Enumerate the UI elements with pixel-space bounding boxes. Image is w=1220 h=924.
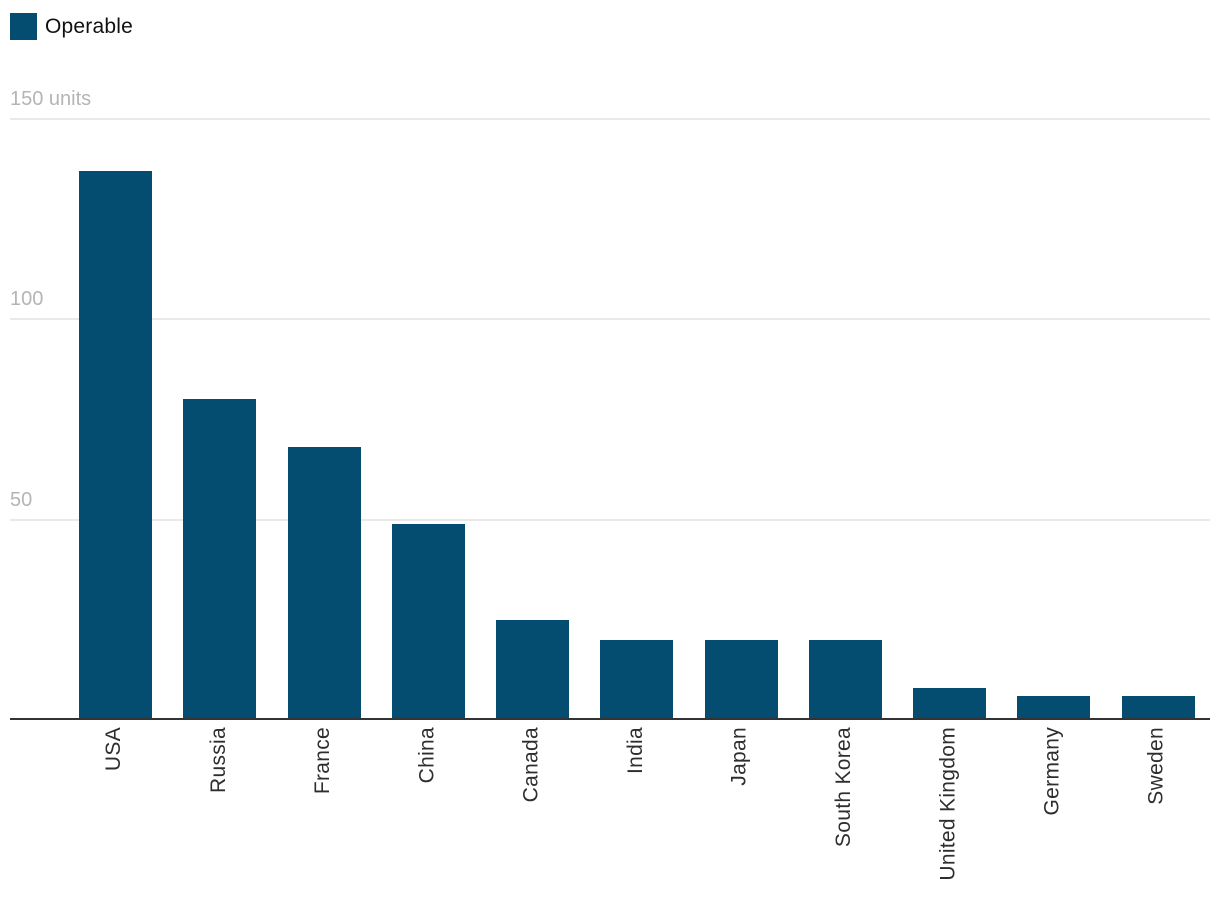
legend-label: Operable (45, 14, 133, 38)
gridline-150 (10, 118, 1210, 120)
legend: Operable (10, 13, 133, 40)
x-tick-label: Germany (1040, 727, 1064, 816)
bar-canada[interactable] (496, 619, 570, 720)
bar-usa[interactable] (79, 171, 152, 720)
bar-united-kingdom[interactable] (913, 687, 987, 720)
legend-swatch (10, 13, 37, 40)
x-tick-label: Russia (206, 727, 230, 793)
x-tick-label: South Korea (832, 727, 856, 848)
bar-france[interactable] (287, 447, 361, 720)
bar-sweden[interactable] (1121, 695, 1195, 720)
x-tick-label: Japan (728, 727, 752, 786)
bar-japan[interactable] (704, 639, 778, 720)
x-tick-label: China (415, 727, 439, 784)
x-tick-label: United Kingdom (936, 727, 960, 881)
y-tick-label-50: 50 (10, 488, 33, 511)
bar-south-korea[interactable] (808, 639, 882, 720)
y-tick-label-100: 100 (10, 288, 44, 311)
y-tick-label-150: 150 units (10, 88, 92, 110)
x-tick-label: India (623, 727, 647, 775)
x-axis-line (10, 718, 1210, 721)
x-tick-label: France (311, 727, 335, 795)
gridline-50 (10, 518, 1210, 521)
gridline-100 (10, 318, 1210, 321)
bar-germany[interactable] (1017, 695, 1091, 720)
bar-china[interactable] (391, 523, 465, 720)
bar-india[interactable] (600, 639, 674, 720)
x-tick-label: Canada (519, 727, 543, 803)
bar-russia[interactable] (183, 399, 257, 720)
x-tick-label: USA (102, 727, 126, 772)
x-tick-label: Sweden (1145, 727, 1169, 805)
